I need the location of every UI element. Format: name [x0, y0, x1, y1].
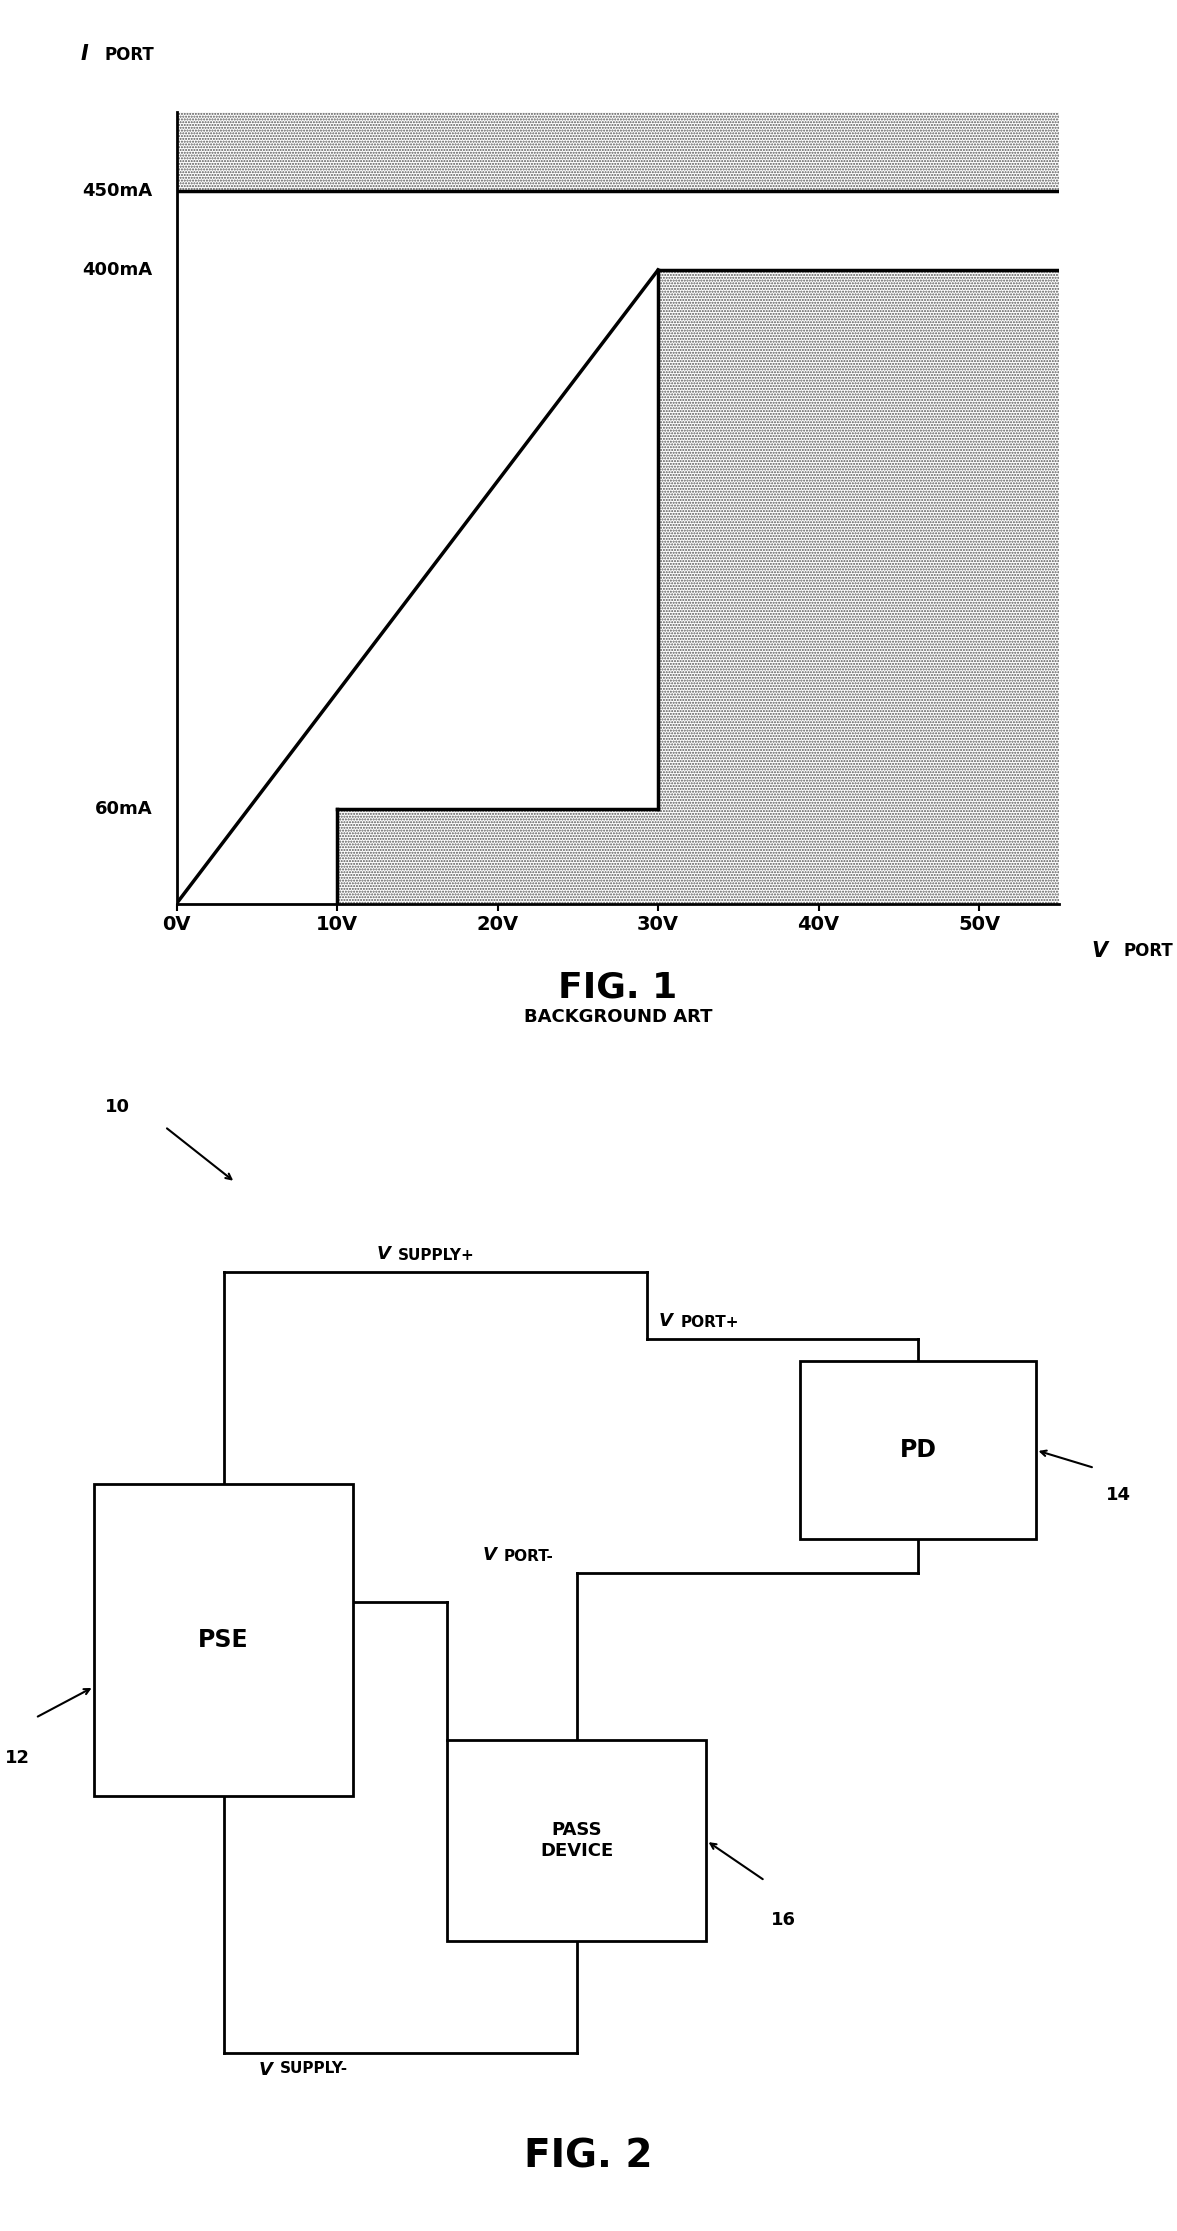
- Text: SUPPLY+: SUPPLY+: [398, 1247, 474, 1263]
- Text: V: V: [1091, 941, 1108, 962]
- Bar: [800, 1361, 1036, 1539]
- Text: 12: 12: [5, 1749, 31, 1767]
- Text: FIG. 2: FIG. 2: [524, 2137, 653, 2175]
- Text: 14: 14: [1106, 1486, 1131, 1504]
- Text: FIG. 1: FIG. 1: [558, 970, 678, 1004]
- Text: I: I: [80, 45, 88, 65]
- Text: V: V: [659, 1312, 673, 1330]
- Text: SUPPLY-: SUPPLY-: [280, 2061, 348, 2077]
- Text: V: V: [259, 2061, 273, 2079]
- Text: V: V: [483, 1546, 497, 1564]
- Text: V: V: [377, 1245, 391, 1263]
- Text: 10: 10: [105, 1098, 131, 1116]
- Text: PORT: PORT: [1124, 941, 1173, 959]
- Text: PD: PD: [899, 1439, 937, 1461]
- Text: PASS
DEVICE: PASS DEVICE: [540, 1820, 613, 1861]
- Bar: [94, 1484, 353, 1796]
- Text: 400mA: 400mA: [82, 261, 153, 279]
- Text: PORT-: PORT-: [504, 1548, 553, 1564]
- Text: PSE: PSE: [198, 1629, 250, 1651]
- Text: PORT+: PORT+: [680, 1314, 739, 1330]
- Text: PORT: PORT: [105, 47, 154, 65]
- Text: 60mA: 60mA: [95, 799, 153, 817]
- Text: 450mA: 450mA: [82, 181, 153, 201]
- Bar: [447, 1740, 706, 1941]
- Text: BACKGROUND ART: BACKGROUND ART: [524, 1008, 712, 1026]
- Text: 16: 16: [771, 1910, 796, 1930]
